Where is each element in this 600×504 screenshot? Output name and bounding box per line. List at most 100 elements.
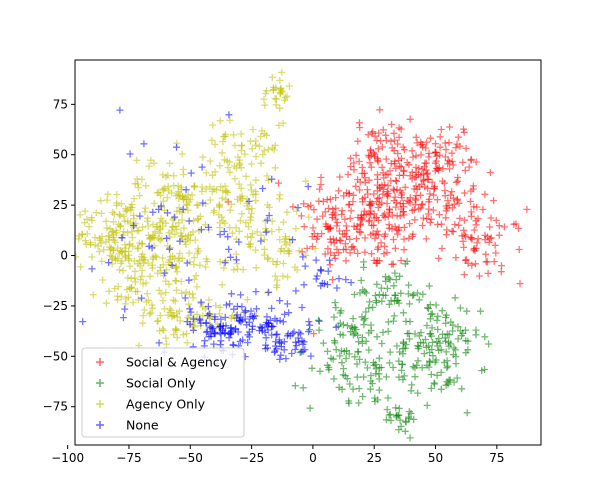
data-point [399,143,407,151]
data-point [166,233,174,241]
data-point [390,312,398,320]
data-point [361,248,369,256]
data-point [285,309,293,317]
data-point [310,230,318,238]
data-point [183,339,191,347]
data-point [261,245,268,253]
data-point [369,128,377,136]
series-social-only [291,257,493,442]
data-point [151,252,159,260]
data-point [225,334,233,342]
data-point [119,314,127,322]
data-point [281,96,289,104]
data-point [391,291,399,299]
data-point [467,234,475,242]
data-point [215,211,223,219]
data-point [193,310,201,318]
data-point [445,342,453,350]
data-point [373,299,380,306]
data-point [424,175,432,183]
data-point [332,215,340,223]
data-point [352,182,360,190]
data-point [230,305,238,313]
data-point [456,304,464,312]
data-point [465,163,473,171]
data-point [427,384,435,392]
data-point [355,385,363,393]
data-point [126,262,134,270]
data-point [338,207,346,215]
data-point [330,375,338,383]
data-point [331,299,339,307]
data-point [342,276,350,284]
data-point [379,126,387,134]
data-point [179,205,187,213]
data-point [382,416,390,424]
data-point [400,309,407,317]
data-point [300,223,308,231]
data-point [431,149,439,157]
data-point [442,146,450,154]
data-point [217,330,225,338]
data-point [111,238,119,246]
data-point [122,295,130,303]
x-axis: −100 −75 −50 −25 0 25 50 75 [51,445,504,465]
data-point [253,228,261,236]
data-point [279,259,287,267]
data-point [405,281,413,289]
data-point [245,197,253,205]
data-point [293,207,301,215]
data-point [225,245,233,253]
data-point [305,328,312,336]
data-point [140,306,148,314]
data-point [388,120,396,128]
data-point [265,203,273,211]
data-point [367,201,375,209]
data-point [317,174,325,181]
data-point [226,206,234,214]
data-point [455,221,463,229]
data-point [407,409,415,417]
data-point [410,415,418,423]
data-point [431,183,438,190]
data-point [249,191,257,199]
data-point [162,289,170,297]
data-point [343,226,351,234]
data-point [299,384,307,392]
data-point [154,317,162,325]
data-point [349,243,357,251]
data-point [281,238,289,246]
data-point [121,248,129,256]
data-point [451,294,459,302]
data-point [235,238,243,246]
data-point [365,209,373,217]
data-point [172,325,180,333]
data-point [498,262,505,270]
data-point [224,233,232,241]
data-point [483,258,491,266]
data-point [339,331,347,339]
data-point [418,201,426,209]
data-point [172,264,180,272]
data-point [227,253,234,261]
data-point [490,197,498,205]
data-point [246,216,254,224]
data-point [352,151,360,159]
data-point [405,329,413,337]
data-point [218,281,226,289]
data-point [252,288,260,296]
data-point [221,219,229,227]
data-point [329,276,337,284]
data-point [358,339,366,347]
data-point [295,247,303,255]
data-point [395,156,403,164]
data-point [232,325,240,333]
data-point [425,342,433,350]
data-point [450,200,458,208]
data-point [389,260,397,268]
data-point [333,218,341,226]
data-point [150,159,158,167]
data-point [116,106,124,114]
data-point [268,228,276,235]
data-point [460,226,468,234]
